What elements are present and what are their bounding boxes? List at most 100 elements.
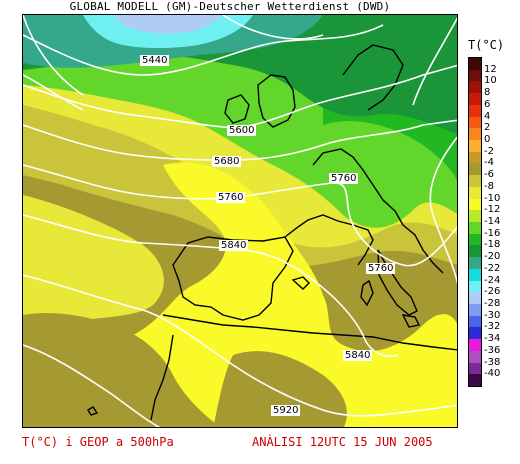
- sardinia-coastline: [360, 279, 374, 307]
- legend-swatch: [469, 186, 481, 200]
- legend-swatch: [469, 151, 481, 164]
- legend-tick-label: 8: [484, 87, 491, 99]
- legend-tick-label: -40: [484, 368, 501, 380]
- legend-tick-label: 12: [484, 63, 497, 75]
- legend-swatch: [469, 374, 481, 387]
- coastlines: [87, 44, 457, 421]
- canary-islands: [87, 406, 99, 416]
- chart-title: GLOBAL MODELL (GM)-Deutscher Wetterdiens…: [69, 0, 391, 13]
- color-legend: [468, 57, 482, 387]
- legend-swatch: [469, 222, 481, 235]
- temperature-field-northwest: [23, 15, 83, 47]
- temperature-field-atlantic: [23, 195, 164, 345]
- legend-tick-label: -22: [484, 262, 501, 274]
- legend-swatch: [469, 327, 481, 340]
- legend-tick-label: -10: [484, 192, 501, 204]
- legend-swatch: [469, 362, 481, 375]
- legend-tick-label: -36: [484, 344, 501, 356]
- balearic-islands: [291, 276, 310, 290]
- legend-swatch: [469, 315, 481, 328]
- contour-northeast: [412, 17, 457, 106]
- contour-5760: [23, 164, 457, 267]
- legend-swatch: [469, 280, 481, 293]
- contour-5440: [23, 24, 384, 76]
- legend-tick-label: 2: [484, 122, 491, 134]
- legend-tick-label: -12: [484, 204, 501, 216]
- sicily-coastline: [401, 314, 421, 328]
- continent-coastline: [312, 148, 444, 274]
- legend-swatch: [469, 304, 481, 317]
- iberia-coastline: [172, 236, 294, 321]
- legend-tick-label: -28: [484, 298, 501, 309]
- contour-label: 5840: [343, 350, 373, 361]
- legend-tick-label: 6: [484, 98, 491, 110]
- legend-swatch: [469, 257, 481, 270]
- morocco-coastline: [150, 334, 174, 421]
- legend-tick-label: -8: [484, 180, 494, 192]
- ireland-coastline: [224, 94, 250, 124]
- geopotential-contours: [23, 15, 457, 427]
- contour-label: 5760: [329, 173, 359, 184]
- legend-tick-label: -14: [484, 216, 501, 227]
- contour-east: [429, 136, 457, 285]
- contour-north-arc-2: [23, 15, 84, 96]
- legend-swatch: [469, 175, 481, 188]
- legend-swatch: [469, 116, 481, 129]
- legend-tick-label: 10: [484, 75, 497, 87]
- contour-label: 5680: [212, 156, 242, 167]
- legend-tick-label: -38: [484, 356, 501, 368]
- legend-tick-label: -4: [484, 157, 494, 169]
- legend-tick-label: -24: [484, 274, 501, 286]
- legend-swatch: [469, 93, 481, 106]
- temperature-field-africa: [213, 351, 347, 427]
- legend-tick-label: -2: [484, 145, 494, 157]
- footer-analysis-time: ANÀLISI 12UTC 15 JUN 2005: [252, 435, 433, 449]
- contour-label: 5760: [216, 192, 246, 203]
- legend-swatch: [469, 292, 481, 305]
- legend-swatch: [469, 350, 481, 364]
- contour-label: 5920: [271, 405, 301, 416]
- legend-title: T(°C): [468, 38, 505, 52]
- legend-tick-label: 0: [484, 134, 491, 145]
- scandinavia-coastline: [342, 44, 404, 111]
- legend-swatch: [469, 163, 481, 176]
- legend-swatch: [469, 104, 481, 118]
- contour-label: 5760: [366, 263, 396, 274]
- legend-tick-label: 4: [484, 110, 491, 122]
- legend-swatch: [469, 81, 481, 94]
- temperature-field-southwest: [23, 313, 221, 427]
- north-africa-coastline: [162, 314, 457, 351]
- legend-swatch: [469, 233, 481, 246]
- france-coastline: [284, 214, 374, 266]
- footer-variable: T(°C) i GEOP a 500hPa: [22, 435, 174, 449]
- legend-tick-label: -6: [484, 169, 494, 181]
- temperature-field-coldest: [113, 15, 223, 34]
- legend-tick-label: -16: [484, 227, 501, 239]
- weather-map: 5440 5600 5680 5760 5760 5840 5760 5840 …: [22, 14, 458, 428]
- legend-swatch: [469, 69, 481, 82]
- legend-tick-label: -26: [484, 286, 501, 298]
- legend-tick-label: -32: [484, 321, 501, 333]
- legend-tick-label: -20: [484, 251, 501, 263]
- legend-swatch: [469, 339, 481, 352]
- contour-5600: [23, 64, 457, 129]
- legend-swatch: [469, 58, 481, 71]
- contour-north-arc: [23, 74, 84, 111]
- map-canvas: [23, 15, 457, 427]
- legend-swatch: [469, 268, 481, 282]
- contour-north-top: [222, 15, 324, 40]
- contour-5920: [23, 274, 457, 417]
- contour-5840: [23, 214, 399, 357]
- contour-label: 5440: [140, 55, 170, 66]
- legend-tick-label: -18: [484, 239, 501, 251]
- contour-south: [23, 344, 161, 427]
- legend-swatch: [469, 210, 481, 223]
- legend-swatch: [469, 198, 481, 211]
- legend-swatch: [469, 140, 481, 153]
- contour-label: 5600: [227, 125, 257, 136]
- legend-swatch: [469, 128, 481, 141]
- legend-tick-label: -34: [484, 333, 501, 345]
- legend-swatch: [469, 245, 481, 258]
- legend-tick-label: -30: [484, 309, 501, 321]
- contour-label: 5840: [219, 240, 249, 251]
